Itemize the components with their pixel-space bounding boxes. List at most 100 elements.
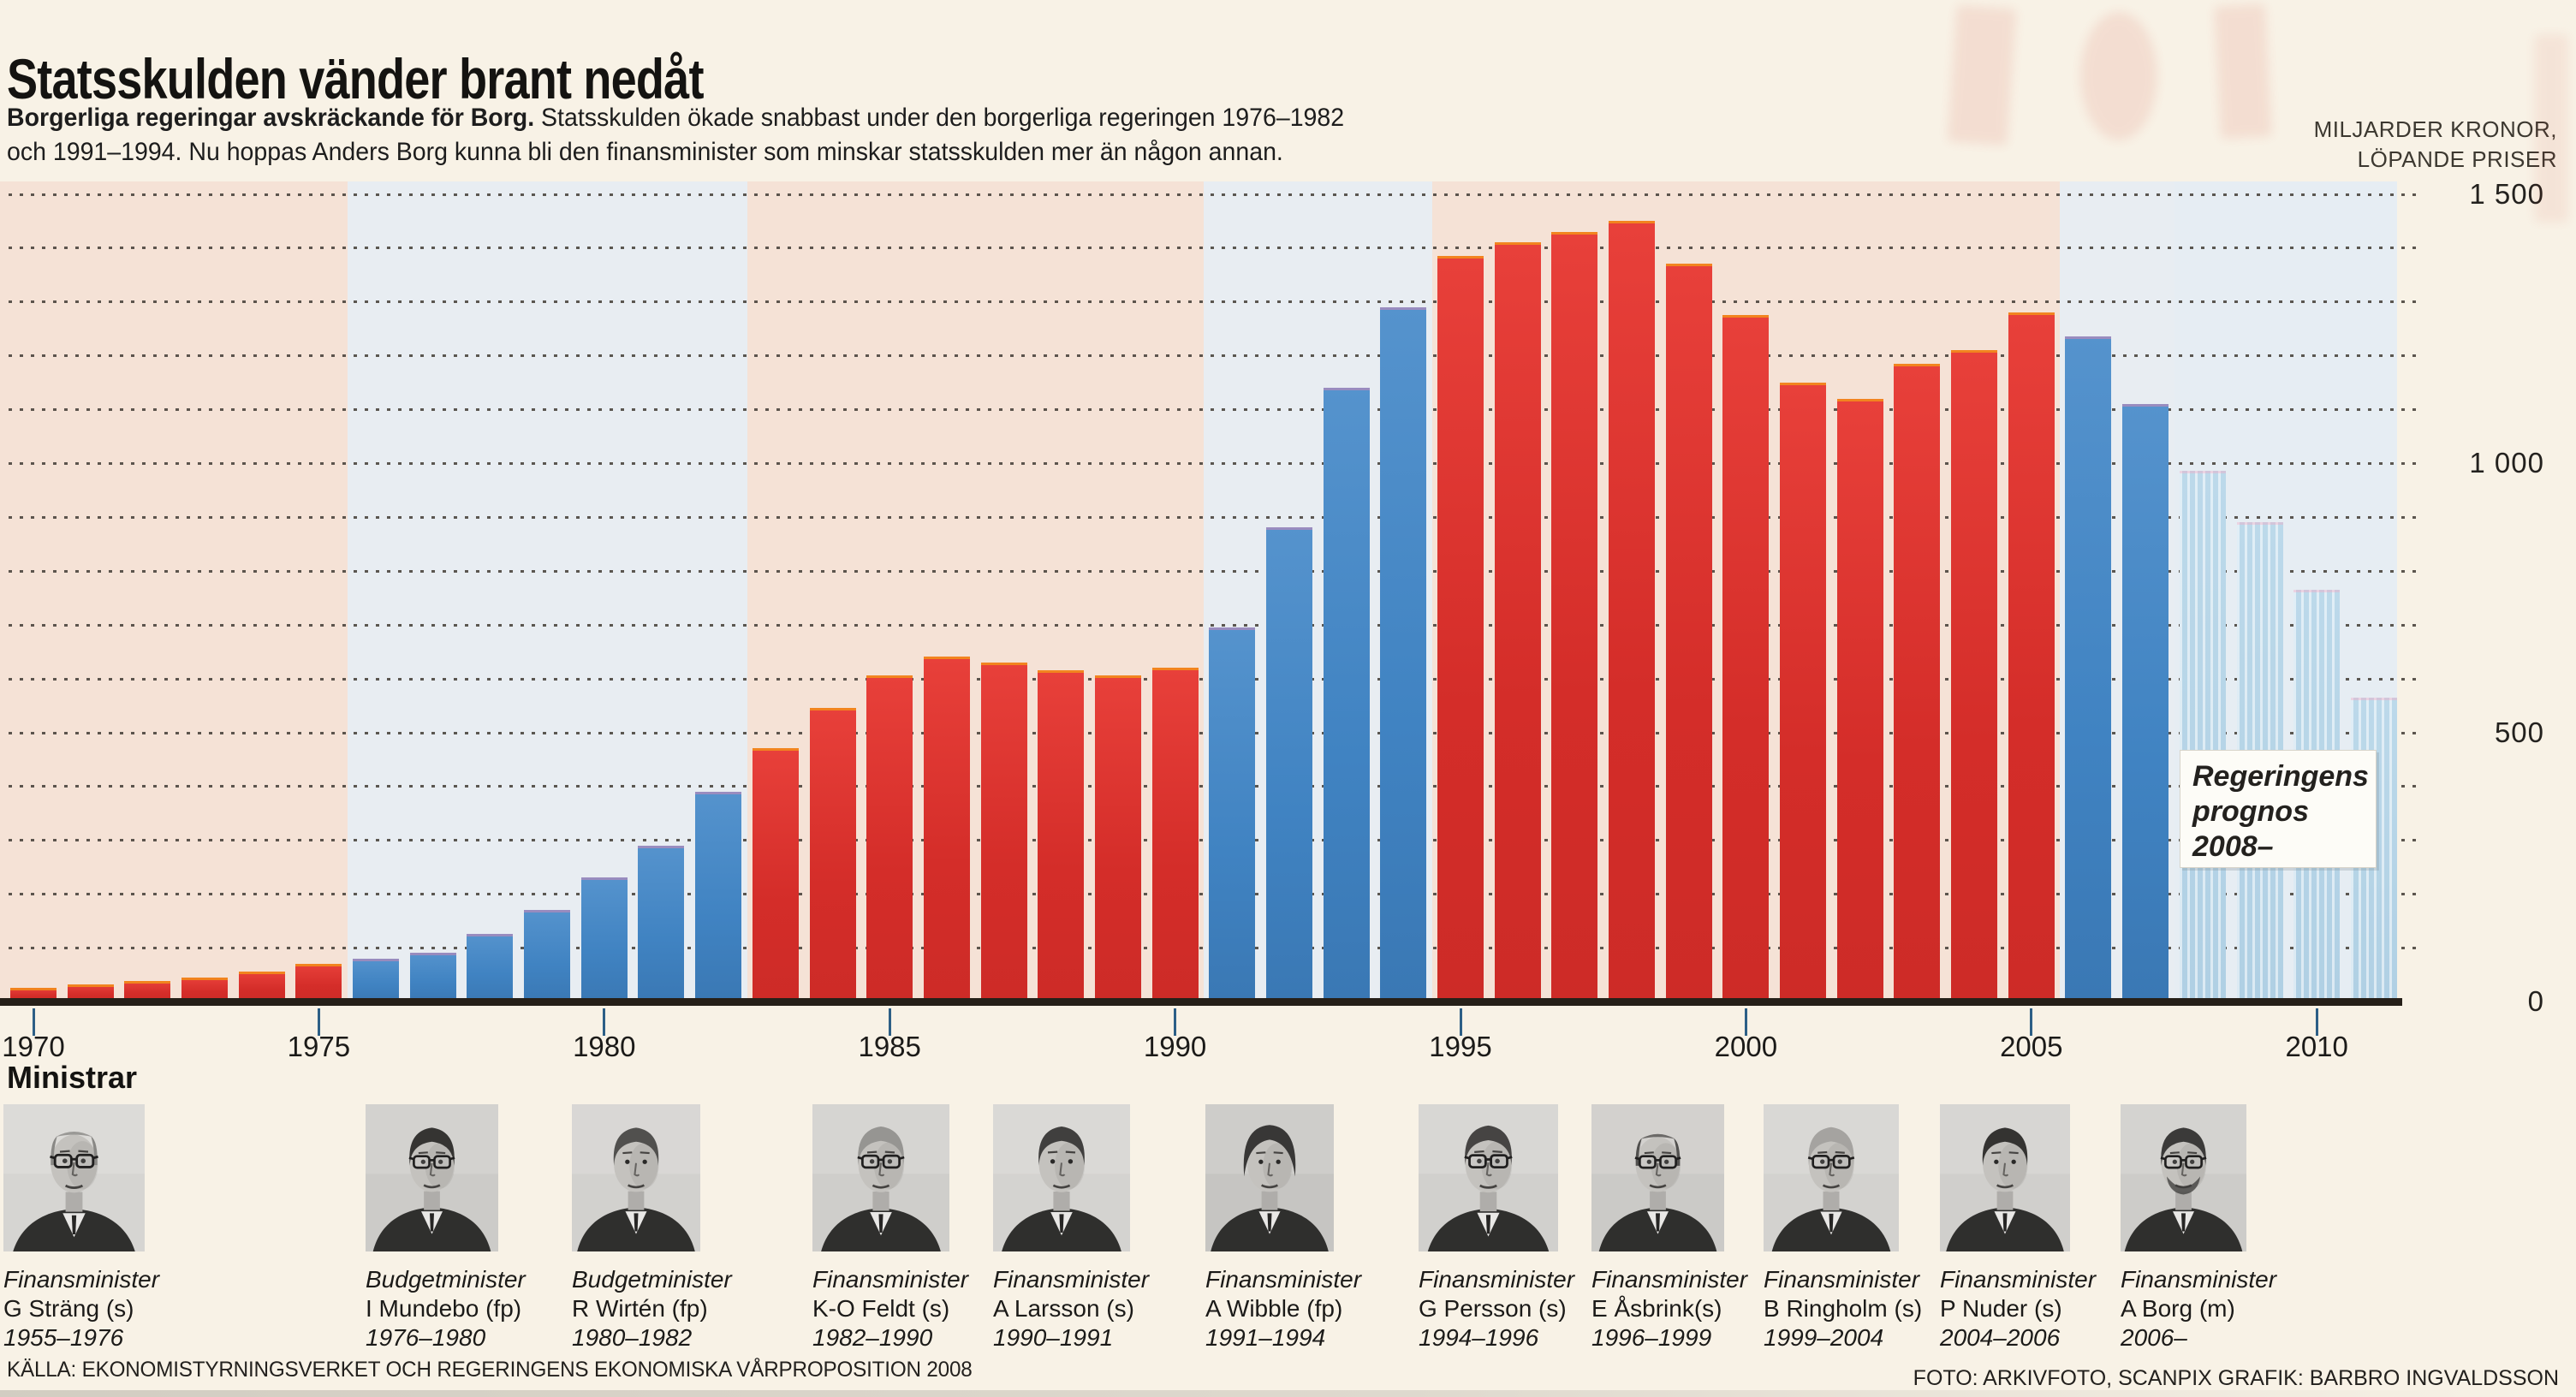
portrait-photo: [1764, 1104, 1899, 1251]
minister-years: 1982–1990: [812, 1324, 933, 1351]
portrait-photo: [2121, 1104, 2246, 1251]
minister-title: Finansminister: [1419, 1266, 1575, 1293]
x-axis-label-1990: 1990: [1143, 1031, 1207, 1062]
ministers-heading: Ministrar: [7, 1060, 138, 1095]
minister-photo: [1419, 1104, 1558, 1251]
minister-name: R Wirtén (fp): [572, 1295, 708, 1322]
bar-1998: [1609, 220, 1656, 1002]
bar-1980: [580, 877, 628, 1002]
minister-photo: [2121, 1104, 2246, 1251]
minister-name: E Åsbrink(s): [1591, 1295, 1722, 1322]
bar-1989: [1094, 675, 1141, 1002]
bar-1992: [1265, 527, 1312, 1002]
x-tick-2010: [2315, 1008, 2318, 1036]
minister-years: 1980–1982: [572, 1324, 693, 1351]
portrait-photo: [366, 1104, 498, 1251]
bar-1984: [809, 708, 856, 1002]
minister-title: Finansminister: [812, 1266, 969, 1293]
chart-subtitle: Borgerliga regeringar avskräckande för B…: [7, 101, 1715, 169]
minister-caption: Budgetminister I Mundebo (fp) 1976–1980: [366, 1265, 526, 1352]
x-axis-label-2005: 2005: [2000, 1031, 2063, 1062]
bar-1978: [467, 934, 514, 1002]
minister-title: Budgetminister: [572, 1266, 732, 1293]
minister-card-e-sbrink-s: Finansminister E Åsbrink(s) 1996–1999: [1591, 1104, 1747, 1352]
bar-1985: [866, 675, 913, 1002]
minister-caption: Finansminister K-O Feldt (s) 1982–1990: [812, 1265, 968, 1352]
x-axis-label-1975: 1975: [287, 1031, 351, 1062]
minister-card-g-str-ng-s: Finansminister G Sträng (s) 1955–1976: [3, 1104, 159, 1352]
portrait-photo: [1940, 1104, 2070, 1251]
portrait-photo: [812, 1104, 949, 1251]
minister-card-i-mundebo-fp: Budgetminister I Mundebo (fp) 1976–1980: [366, 1104, 526, 1352]
bar-1983: [752, 748, 799, 1002]
minister-years: 1994–1996: [1419, 1324, 1539, 1351]
bar-2002: [1836, 398, 1883, 1002]
gridline-1000: [9, 462, 2416, 465]
credit-line: FOTO: ARKIVFOTO, SCANPIX GRAFIK: BARBRO …: [1913, 1366, 2559, 1390]
print-bleed-artifact: [2080, 12, 2157, 140]
bar-2005: [2008, 312, 2055, 1002]
minister-name: B Ringholm (s): [1764, 1295, 1923, 1322]
bar-1981: [638, 845, 685, 1002]
bar-1991: [1209, 627, 1256, 1002]
page-title: Statsskulden vänder brant nedåt: [7, 47, 704, 111]
y-axis-label-0: 0: [2527, 985, 2544, 1017]
portrait-photo: [1419, 1104, 1558, 1251]
bar-1996: [1494, 242, 1541, 1002]
minister-caption: Finansminister A Larsson (s) 1990–1991: [993, 1265, 1149, 1352]
minister-photo: [812, 1104, 949, 1251]
x-axis-label-1995: 1995: [1429, 1031, 1492, 1062]
minister-card-b-ringholm-s: Finansminister B Ringholm (s) 1999–2004: [1764, 1104, 1922, 1352]
gridline-1300: [9, 300, 2416, 304]
minister-caption: Finansminister P Nuder (s) 2004–2006: [1940, 1265, 2096, 1352]
gridline-700: [9, 623, 2416, 627]
minister-title: Finansminister: [3, 1266, 160, 1293]
minister-photo: [1764, 1104, 1899, 1251]
portrait-photo: [1591, 1104, 1724, 1251]
minister-caption: Finansminister A Borg (m) 2006–: [2121, 1265, 2276, 1352]
bar-2004: [1951, 349, 1998, 1002]
minister-card-a-larsson-s: Finansminister A Larsson (s) 1990–1991: [993, 1104, 1149, 1352]
minister-card-a-wibble-fp: Finansminister A Wibble (fp) 1991–1994: [1205, 1104, 1361, 1352]
minister-card-k-o-feldt-s: Finansminister K-O Feldt (s) 1982–1990: [812, 1104, 968, 1352]
minister-years: 2004–2006: [1940, 1324, 2061, 1351]
gridline-1200: [9, 354, 2416, 358]
bar-1988: [1038, 670, 1085, 1002]
bar-1987: [980, 662, 1027, 1002]
minister-card-p-nuder-s: Finansminister P Nuder (s) 2004–2006: [1940, 1104, 2096, 1352]
minister-years: 1996–1999: [1591, 1324, 1712, 1351]
annotation-line-1: Regeringens: [2192, 760, 2369, 793]
bar-1982: [695, 791, 742, 1002]
bar-1971: [67, 984, 114, 1002]
x-tick-1990: [1174, 1008, 1177, 1036]
bar-2003: [1894, 363, 1941, 1002]
minister-title: Finansminister: [1764, 1266, 1920, 1293]
minister-name: K-O Feldt (s): [812, 1295, 950, 1322]
minister-name: G Persson (s): [1419, 1295, 1567, 1322]
gridline-1100: [9, 408, 2416, 412]
minister-years: 1990–1991: [993, 1324, 1114, 1351]
portrait-photo: [572, 1104, 700, 1251]
minister-years: 2006–: [2121, 1324, 2187, 1351]
bar-2001: [1780, 382, 1827, 1002]
bar-1976: [353, 958, 400, 1002]
gridline-1500: [9, 193, 2416, 196]
minister-name: A Larsson (s): [993, 1295, 1134, 1322]
minister-photo: [1591, 1104, 1724, 1251]
bar-1997: [1551, 231, 1598, 1002]
bar-1993: [1323, 387, 1370, 1002]
bar-2008: [2179, 471, 2226, 1002]
minister-name: A Wibble (fp): [1205, 1295, 1343, 1322]
minister-years: 1976–1980: [366, 1324, 486, 1351]
minister-card-a-borg-m: Finansminister A Borg (m) 2006–: [2121, 1104, 2276, 1352]
bar-1999: [1665, 264, 1712, 1002]
subtitle-lead: Borgerliga regeringar avskräckande för B…: [7, 104, 535, 132]
bar-1973: [181, 977, 229, 1002]
x-axis-label-1985: 1985: [858, 1031, 921, 1062]
bar-2000: [1722, 315, 1770, 1002]
unit-label-line2: LÖPANDE PRISER: [2357, 146, 2557, 172]
minister-caption: Finansminister B Ringholm (s) 1999–2004: [1764, 1265, 1922, 1352]
y-axis-label-1500: 1 500: [2469, 177, 2544, 210]
portrait-photo: [3, 1104, 145, 1251]
